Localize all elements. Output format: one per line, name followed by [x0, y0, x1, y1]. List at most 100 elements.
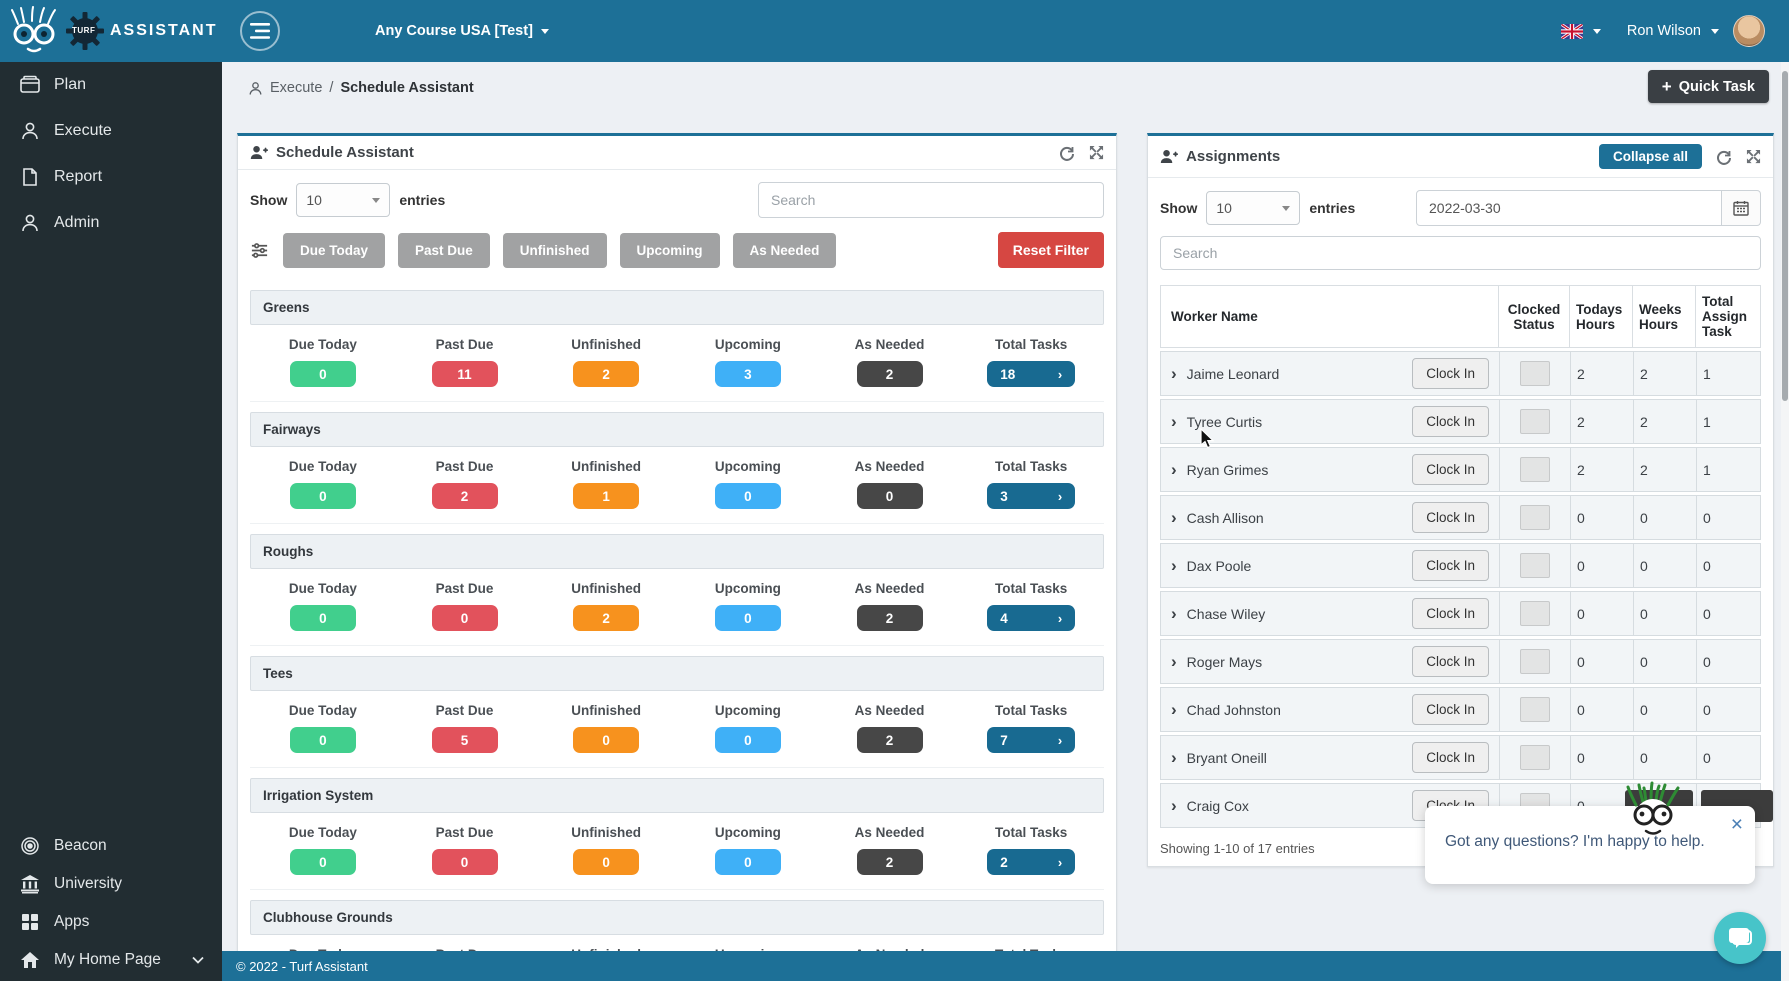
expand-row-icon[interactable]: ›	[1171, 748, 1177, 767]
sidebar-toggle-button[interactable]	[240, 11, 280, 51]
language-chevron-icon[interactable]	[1592, 28, 1601, 34]
stat-badge[interactable]: 11	[431, 361, 498, 387]
stat-badge[interactable]: 0	[714, 605, 781, 631]
stat-badge[interactable]: 2	[856, 727, 923, 753]
clocked-status-box[interactable]	[1520, 409, 1550, 434]
user-name[interactable]: Ron Wilson	[1626, 23, 1701, 39]
expand-row-icon[interactable]: ›	[1171, 652, 1177, 671]
clock-in-button[interactable]: Clock In	[1412, 550, 1489, 581]
stat-badge[interactable]: 0	[289, 605, 356, 631]
sidebar-item-admin[interactable]: Admin	[0, 200, 222, 246]
sidebar-item-execute[interactable]: Execute	[0, 108, 222, 154]
stat-badge[interactable]: 0	[573, 727, 640, 753]
refresh-icon[interactable]	[1716, 149, 1732, 165]
sidebar-item-university[interactable]: University	[0, 865, 222, 903]
assignments-search-input[interactable]	[1160, 236, 1761, 270]
clocked-status-box[interactable]	[1520, 601, 1550, 626]
stat-badge[interactable]: 2	[856, 849, 923, 875]
stat-badge[interactable]: 0	[714, 849, 781, 875]
brand-logo[interactable]: TURF ASSISTANT	[0, 6, 222, 56]
sidebar-item-my-home-page[interactable]: My Home Page	[0, 941, 222, 979]
stat-badge[interactable]: 0	[289, 483, 356, 509]
expand-row-icon[interactable]: ›	[1171, 412, 1177, 431]
clock-in-button[interactable]: Clock In	[1412, 646, 1489, 677]
category-header[interactable]: Tees	[250, 656, 1104, 691]
user-menu-chevron-icon[interactable]	[1711, 28, 1719, 34]
stat-badge[interactable]: 2	[856, 361, 923, 387]
clock-in-button[interactable]: Clock In	[1412, 454, 1489, 485]
expand-icon[interactable]	[1089, 145, 1104, 160]
clocked-status-box[interactable]	[1520, 553, 1550, 578]
stat-badge[interactable]: 1	[573, 483, 640, 509]
clock-in-button[interactable]: Clock In	[1412, 358, 1489, 389]
category-header[interactable]: Clubhouse Grounds	[250, 900, 1104, 935]
expand-icon[interactable]	[1746, 149, 1761, 164]
reset-filter-button[interactable]: Reset Filter	[997, 232, 1104, 268]
assignment-date-input[interactable]	[1416, 190, 1722, 226]
expand-row-icon[interactable]: ›	[1171, 460, 1177, 479]
expand-row-icon[interactable]: ›	[1171, 796, 1177, 815]
clocked-status-box[interactable]	[1520, 457, 1550, 482]
breadcrumb-section[interactable]: Execute	[270, 80, 323, 96]
clock-in-button[interactable]: Clock In	[1412, 598, 1489, 629]
total-tasks-badge[interactable]: 4 ›	[987, 605, 1076, 631]
quick-task-button[interactable]: + Quick Task	[1647, 70, 1769, 103]
expand-row-icon[interactable]: ›	[1171, 556, 1177, 575]
refresh-icon[interactable]	[1059, 145, 1075, 161]
total-tasks-badge[interactable]: 3 ›	[987, 483, 1076, 509]
clocked-status-box[interactable]	[1520, 649, 1550, 674]
total-tasks-badge[interactable]: 7 ›	[987, 727, 1076, 753]
stat-badge[interactable]: 0	[289, 727, 356, 753]
stat-badge[interactable]: 0	[856, 483, 923, 509]
stat-badge[interactable]: 2	[431, 483, 498, 509]
language-flag-icon[interactable]	[1560, 23, 1583, 39]
stat-badge[interactable]: 0	[714, 483, 781, 509]
clocked-status-box[interactable]	[1520, 697, 1550, 722]
category-header[interactable]: Fairways	[250, 412, 1104, 447]
filter-button-as-needed[interactable]: As Needed	[732, 232, 837, 268]
clocked-status-box[interactable]	[1520, 505, 1550, 530]
clock-in-button[interactable]: Clock In	[1412, 694, 1489, 725]
expand-row-icon[interactable]: ›	[1171, 508, 1177, 527]
filter-button-upcoming[interactable]: Upcoming	[619, 232, 720, 268]
stat-badge[interactable]: 2	[573, 361, 640, 387]
category-header[interactable]: Greens	[250, 290, 1104, 325]
page-size-select[interactable]: 10	[1206, 191, 1301, 225]
sidebar-item-plan[interactable]: Plan	[0, 62, 222, 108]
collapse-all-button[interactable]: Collapse all	[1598, 144, 1702, 169]
category-header[interactable]: Roughs	[250, 534, 1104, 569]
stat-badge[interactable]: 2	[856, 605, 923, 631]
schedule-search-input[interactable]	[758, 182, 1104, 218]
stat-badge[interactable]: 0	[431, 605, 498, 631]
clocked-status-box[interactable]	[1520, 361, 1550, 386]
expand-row-icon[interactable]: ›	[1171, 364, 1177, 383]
course-selector[interactable]: Any Course USA [Test]	[375, 23, 549, 39]
stat-badge[interactable]: 5	[431, 727, 498, 753]
stat-badge[interactable]: 0	[573, 849, 640, 875]
close-icon[interactable]: ×	[1730, 813, 1743, 836]
calendar-button[interactable]	[1722, 190, 1761, 226]
stat-badge[interactable]: 2	[573, 605, 640, 631]
sidebar-item-report[interactable]: Report	[0, 154, 222, 200]
filter-button-past-due[interactable]: Past Due	[398, 232, 490, 268]
clocked-status-box[interactable]	[1520, 745, 1550, 770]
vertical-scrollbar[interactable]	[1781, 62, 1789, 981]
stat-badge[interactable]: 0	[289, 849, 356, 875]
scrollbar-thumb[interactable]	[1782, 71, 1788, 401]
page-size-select[interactable]: 10	[296, 183, 391, 217]
user-avatar[interactable]	[1733, 15, 1765, 47]
total-tasks-badge[interactable]: 2 ›	[987, 849, 1076, 875]
stat-badge[interactable]: 0	[431, 849, 498, 875]
filter-button-unfinished[interactable]: Unfinished	[502, 232, 607, 268]
clock-in-button[interactable]: Clock In	[1412, 742, 1489, 773]
clock-in-button[interactable]: Clock In	[1412, 406, 1489, 437]
sidebar-item-beacon[interactable]: Beacon	[0, 827, 222, 865]
filter-button-due-today[interactable]: Due Today	[283, 232, 386, 268]
filter-sliders-icon[interactable]	[250, 241, 269, 260]
sidebar-item-apps[interactable]: Apps	[0, 903, 222, 941]
stat-badge[interactable]: 0	[714, 727, 781, 753]
category-header[interactable]: Irrigation System	[250, 778, 1104, 813]
stat-badge[interactable]: 0	[289, 361, 356, 387]
clock-in-button[interactable]: Clock In	[1412, 502, 1489, 533]
total-tasks-badge[interactable]: 18 ›	[987, 361, 1076, 387]
